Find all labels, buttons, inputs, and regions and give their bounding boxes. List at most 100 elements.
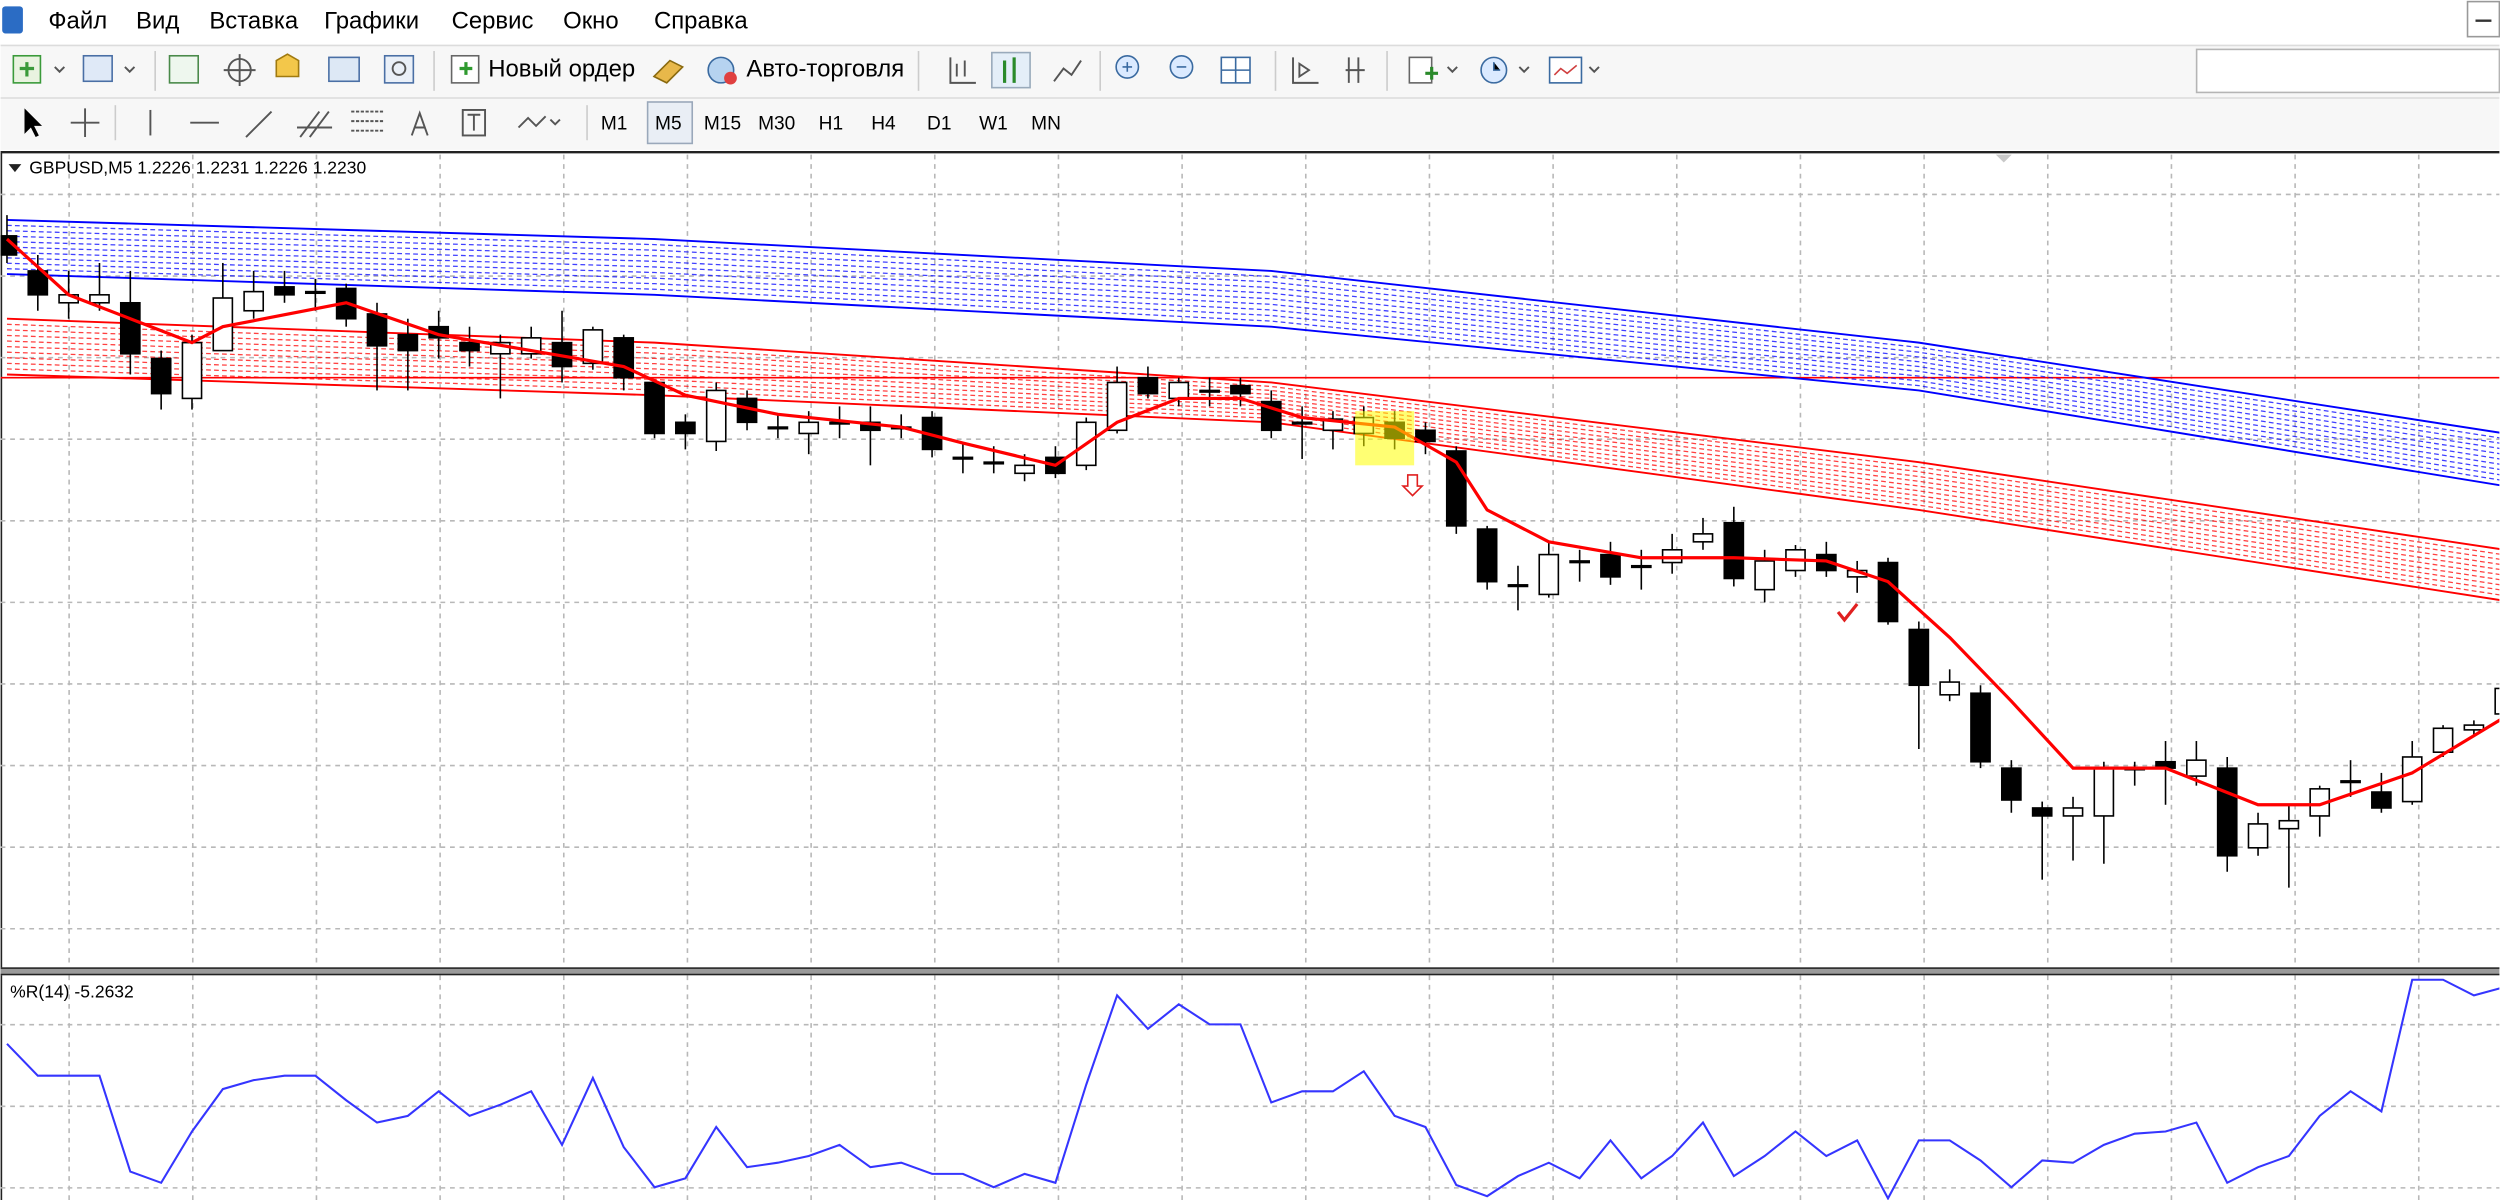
price-plot — [0, 215, 2500, 888]
candle-body — [181, 341, 203, 400]
candle-body — [1199, 389, 1220, 393]
candle-body — [644, 381, 665, 435]
williams-r-line — [6, 978, 2500, 1200]
timeframe-button[interactable]: W1 — [979, 113, 1008, 134]
timeframe-button[interactable]: M30 — [758, 113, 795, 134]
band-hatch — [6, 240, 2500, 455]
candle-body — [2494, 687, 2500, 715]
menu-item[interactable]: Графики — [324, 8, 419, 35]
candle-body — [613, 337, 635, 379]
chart-window — [0, 151, 2500, 969]
candle-body — [274, 286, 295, 296]
menu-bar — [0, 0, 2500, 45]
candle-body — [1723, 521, 1745, 580]
band-hatch — [6, 357, 2500, 586]
candle-body — [2247, 823, 2269, 849]
band-hatch — [6, 351, 2500, 581]
menu-item[interactable]: Вставка — [209, 8, 299, 35]
candle-body — [2216, 767, 2238, 857]
menu-item[interactable]: Вид — [136, 8, 179, 35]
candle-body — [2186, 759, 2207, 777]
band-hatch — [6, 368, 2500, 596]
candle-body — [1014, 464, 1035, 475]
candle-body — [1168, 381, 1190, 400]
timeframe-button[interactable]: M1 — [601, 113, 628, 134]
candle-body — [1877, 561, 1899, 623]
candle-body — [1415, 429, 1436, 443]
band-hatch — [6, 268, 2500, 481]
candle-body — [1908, 628, 1930, 687]
signal-highlight — [1355, 411, 1415, 466]
candle-body — [366, 313, 388, 347]
band-hatch — [6, 251, 2500, 465]
band-hatch — [6, 230, 2500, 444]
candle-body — [2432, 727, 2454, 753]
candle-body — [243, 290, 265, 312]
candle-body — [798, 421, 820, 435]
band-hatch — [6, 224, 2500, 439]
timeframe-button[interactable]: MN — [1031, 113, 1061, 134]
candle-body — [1939, 681, 1961, 696]
timeframe-button[interactable]: M15 — [704, 113, 741, 134]
candle-body — [2093, 767, 2115, 817]
candle-body — [2278, 819, 2300, 830]
chart-symbol-info: GBPUSD,M5 1.2226 1.2231 1.2226 1.2230 — [29, 158, 366, 178]
candle-body — [767, 426, 789, 430]
candle-body — [304, 290, 326, 295]
timeframe-button[interactable]: H1 — [819, 113, 843, 134]
new-order-button[interactable]: Новый ордер — [488, 55, 635, 82]
candle-body — [2463, 724, 2485, 731]
candle-body — [1630, 564, 1652, 569]
candle-body — [459, 341, 480, 352]
candle-body — [1106, 381, 1128, 432]
candle-body — [397, 333, 419, 352]
timeframe-button[interactable]: H4 — [871, 113, 896, 134]
band-upper — [6, 218, 2500, 434]
band-hatch — [6, 262, 2500, 476]
candle-body — [150, 357, 172, 395]
candle-body — [0, 235, 18, 256]
autotrading-button[interactable]: Авто-торговля — [746, 55, 904, 82]
candle-body — [983, 461, 1005, 465]
candle-body — [2371, 791, 2392, 809]
candle-body — [582, 329, 604, 365]
candle-body — [952, 456, 974, 460]
menu-item[interactable]: Справка — [654, 8, 748, 35]
band-hatch — [6, 246, 2500, 460]
candle-body — [1230, 384, 1251, 395]
candle-body — [1754, 560, 1776, 591]
candle-body — [1291, 421, 1313, 425]
candle-body — [1600, 553, 1621, 578]
band-hatch — [6, 257, 2500, 471]
app-icon — [2, 6, 23, 34]
candle-body — [1137, 376, 1159, 395]
band-hatch — [6, 345, 2500, 576]
candle-body — [1538, 553, 1560, 596]
minimize-button[interactable] — [2466, 0, 2500, 38]
timeframe-button[interactable]: D1 — [927, 113, 951, 134]
candle-body — [119, 301, 141, 355]
menu-item[interactable]: Окно — [563, 8, 619, 35]
selected-timeframe — [646, 101, 694, 145]
menu-item[interactable]: Файл — [48, 8, 107, 35]
candle-body — [675, 421, 696, 435]
sell-arrow — [1401, 474, 1425, 497]
search-box[interactable] — [2195, 48, 2500, 94]
drawing-tools — [24, 101, 694, 145]
indicator-plot — [6, 978, 2500, 1200]
candle-body — [2031, 807, 2053, 817]
grid — [0, 154, 2500, 1200]
panel-separator — [0, 967, 2500, 976]
candle-body — [1569, 560, 1590, 564]
candle-body — [1692, 533, 1714, 543]
band-hatch — [6, 235, 2500, 450]
menu-item[interactable]: Сервис — [452, 8, 534, 35]
band-hatch — [6, 362, 2500, 591]
candle-body — [1507, 584, 1529, 588]
candle-body — [1476, 528, 1498, 583]
candle-body — [705, 389, 727, 443]
timeframe-button[interactable]: M5 — [655, 113, 682, 134]
candle-body — [2401, 756, 2423, 803]
